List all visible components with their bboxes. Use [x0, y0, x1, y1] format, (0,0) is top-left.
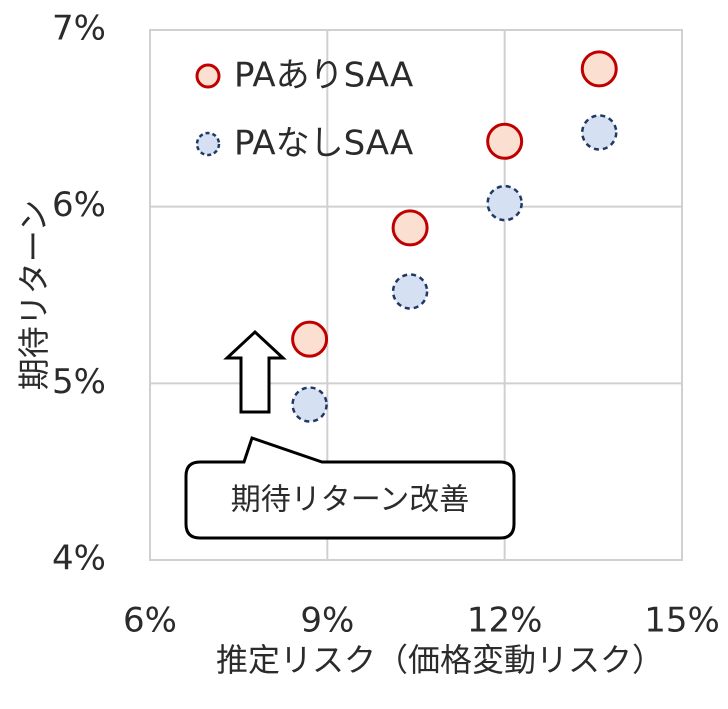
x-tick-label: 9% [300, 601, 354, 641]
data-points [291, 50, 618, 423]
legend: PAありSAA PAなしSAA [195, 56, 413, 164]
x-axis-title: 推定リスク（価格変動リスク） [216, 641, 664, 679]
legend-label-pa-nashi: PAなしSAA [234, 124, 413, 164]
y-tick-label: 5% [52, 362, 106, 402]
point-pa-nashi [580, 114, 618, 151]
x-axis-ticks: 6% 9% 12% 15% [123, 601, 720, 641]
point-pa-nashi [291, 386, 328, 423]
point-pa-nashi [486, 184, 523, 222]
y-axis-title: 期待リターン [15, 200, 53, 390]
point-pa-ari [580, 50, 618, 88]
legend-marker-pa-ari [195, 63, 221, 89]
legend-marker-pa-nashi [195, 131, 221, 157]
point-pa-nashi [391, 273, 429, 310]
callout-box [184, 436, 516, 540]
y-axis-ticks: 4% 5% 6% 7% [52, 9, 106, 579]
x-tick-label: 6% [123, 601, 177, 641]
y-tick-label: 4% [52, 539, 106, 579]
point-pa-ari [391, 209, 429, 247]
point-pa-ari [486, 122, 524, 160]
up-arrow-icon [223, 329, 287, 414]
callout-text: 期待リターン改善 [231, 483, 470, 518]
y-tick-label: 6% [52, 185, 106, 225]
plot-area-border [149, 29, 683, 561]
point-pa-ari [291, 320, 329, 358]
x-tick-label: 12% [467, 601, 543, 641]
x-tick-label: 15% [644, 601, 720, 641]
y-tick-label: 7% [52, 9, 106, 49]
legend-label-pa-ari: PAありSAA [234, 56, 413, 96]
